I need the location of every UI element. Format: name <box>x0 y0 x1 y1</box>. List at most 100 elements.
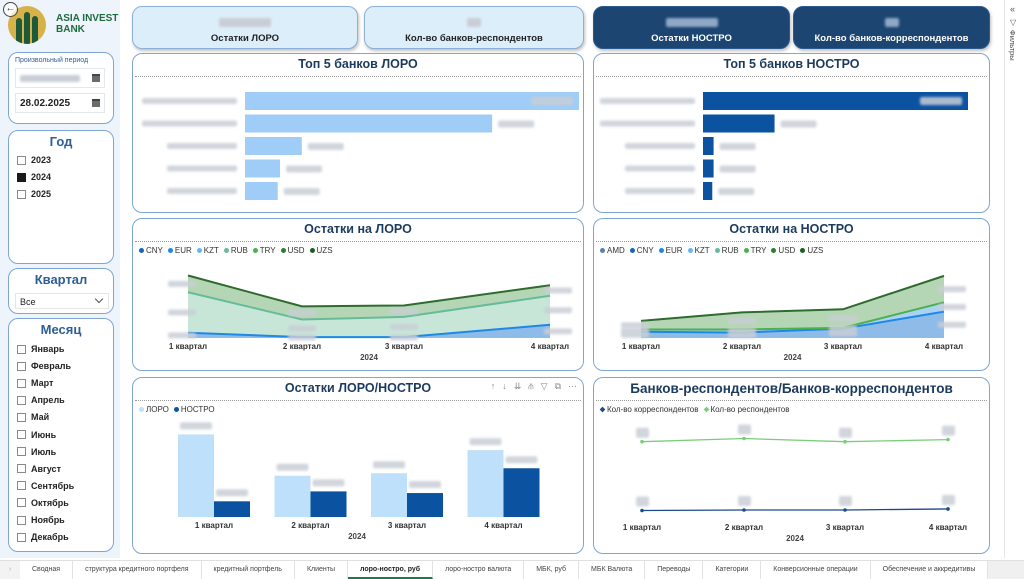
kpi-label: Кол-во банков-респондентов <box>405 33 543 44</box>
legend-item[interactable]: CNY <box>139 246 163 255</box>
legend-item[interactable]: ЛОРО <box>139 405 169 414</box>
checkbox-unchecked[interactable] <box>17 395 26 405</box>
checkbox-unchecked[interactable] <box>17 155 26 165</box>
slicer-option[interactable]: Ноябрь <box>17 513 65 527</box>
back-arrow-icon[interactable]: ← <box>3 2 18 17</box>
page-tab[interactable]: Конверсионные операции <box>761 561 871 579</box>
checkbox-unchecked[interactable] <box>17 464 26 474</box>
page-tab[interactable]: МБК, руб <box>524 561 580 579</box>
legend-item[interactable]: USD <box>280 246 305 255</box>
page-tab[interactable]: лоро-ностро, руб <box>348 561 434 579</box>
slicer-option[interactable]: 2025 <box>17 187 51 201</box>
slicer-option[interactable]: Январь <box>17 342 64 356</box>
legend-label: AMD <box>607 246 625 255</box>
checkbox-unchecked[interactable] <box>17 498 26 508</box>
slicer-option[interactable]: Сентябрь <box>17 479 74 493</box>
x-tick-label: 4 квартал <box>929 523 967 532</box>
page-tab[interactable]: Категории <box>703 561 762 579</box>
legend-item[interactable]: UZS <box>309 246 333 255</box>
page-tab[interactable]: МБК Валюта <box>579 561 646 579</box>
kpi-nostro-balance[interactable]: Остатки НОСТРО <box>593 6 790 49</box>
expand-filters-icon[interactable]: « <box>1010 4 1016 14</box>
page-tab[interactable]: лоро-ностро валюта <box>433 561 525 579</box>
data-label-redacted <box>738 496 751 506</box>
page-tab[interactable]: Переводы <box>645 561 704 579</box>
drill-up-icon[interactable]: ↑ <box>490 381 496 391</box>
start-date-field[interactable] <box>15 68 105 88</box>
page-tab[interactable]: Сводная <box>20 561 74 579</box>
slicer-option[interactable]: Февраль <box>17 359 71 373</box>
checkbox-unchecked[interactable] <box>17 481 26 491</box>
legend-item[interactable]: TRY <box>743 246 766 255</box>
slicer-option[interactable]: Август <box>17 462 61 476</box>
checkbox-unchecked[interactable] <box>17 344 26 354</box>
quarter-dropdown[interactable]: Все <box>15 293 109 309</box>
focus-mode-icon[interactable]: ⧉ <box>554 381 561 391</box>
legend-item[interactable]: EUR <box>658 246 683 255</box>
end-date-field[interactable]: 28.02.2025 <box>15 93 105 113</box>
kpi-respondent-banks[interactable]: Кол-во банков-респондентов <box>364 6 584 49</box>
slicer-option[interactable]: 2024 <box>17 170 51 184</box>
checkbox-unchecked[interactable] <box>17 515 26 525</box>
go-to-next-level-icon[interactable]: ⇊ <box>513 381 522 391</box>
page-tab[interactable]: структура кредитного портфеля <box>73 561 202 579</box>
legend-item[interactable]: UZS <box>800 246 823 255</box>
legend-item[interactable]: KZT <box>196 246 219 255</box>
bank-counts-line-card[interactable]: Банков-респондентов/Банков-корреспондент… <box>593 377 990 554</box>
checkbox-unchecked[interactable] <box>17 189 26 199</box>
top5-nostro-card[interactable]: Топ 5 банков НОСТРО <box>593 53 990 213</box>
page-tab[interactable]: Обеспечение и аккредитивы <box>870 561 989 579</box>
tabs-empty-area <box>988 561 1024 579</box>
drill-down-icon[interactable]: ↓ <box>502 381 507 391</box>
legend-item[interactable]: USD <box>771 246 795 255</box>
legend-item[interactable]: KZT <box>687 246 710 255</box>
checkbox-checked[interactable] <box>17 172 26 182</box>
legend-item[interactable]: Кол-во респондентов <box>703 405 790 414</box>
bar <box>245 92 579 110</box>
expand-hierarchy-icon[interactable]: ⫛ <box>528 381 534 391</box>
calendar-icon[interactable] <box>92 99 100 107</box>
kpi-correspondent-banks[interactable]: Кол-во банков-корреспондентов <box>793 6 990 49</box>
checkbox-unchecked[interactable] <box>17 378 26 388</box>
loro-nostro-legend: ЛОРО НОСТРО <box>139 405 215 414</box>
tabs-scroll-left-icon[interactable]: › <box>8 566 12 573</box>
slicer-option[interactable]: Июнь <box>17 428 56 442</box>
data-point <box>946 437 950 442</box>
nostro-balance-area-card[interactable]: Остатки на НОСТРО AMD CNY EUR KZT RUB TRY USD U… <box>593 218 990 371</box>
filter-icon[interactable]: ▽ <box>540 381 548 391</box>
slicer-option[interactable]: Май <box>17 410 49 424</box>
start-date-value-redacted <box>20 75 80 82</box>
legend-item[interactable]: EUR <box>167 246 192 255</box>
legend-item[interactable]: Кол-во корреспондентов <box>599 405 699 414</box>
page-tab[interactable]: Клиенты <box>294 561 349 579</box>
filters-label[interactable]: Фильтры <box>1008 30 1017 61</box>
slicer-option[interactable]: Октябрь <box>17 496 69 510</box>
slicer-option[interactable]: Июль <box>17 445 56 459</box>
data-label-redacted <box>283 188 320 195</box>
checkbox-unchecked[interactable] <box>17 361 26 371</box>
loro-balance-area-card[interactable]: Остатки на ЛОРО CNY EUR KZT RUB TRY USD UZS 1 … <box>132 218 584 371</box>
x-tick-label: 3 квартал <box>388 521 426 530</box>
checkbox-unchecked[interactable] <box>17 532 26 542</box>
page-tab[interactable]: кредитный портфель <box>201 561 295 579</box>
legend-item[interactable]: НОСТРО <box>173 405 215 414</box>
legend-item[interactable]: RUB <box>223 246 248 255</box>
slicer-option[interactable]: 2023 <box>17 153 51 167</box>
legend-item[interactable]: RUB <box>714 246 739 255</box>
kpi-loro-balance[interactable]: Остатки ЛОРО <box>132 6 358 49</box>
checkbox-unchecked[interactable] <box>17 447 26 457</box>
legend-item[interactable]: AMD <box>600 246 625 255</box>
checkbox-unchecked[interactable] <box>17 412 26 422</box>
loro-nostro-bar-card[interactable]: Остатки ЛОРО/НОСТРО ↑ ↓ ⇊ ⫛ ▽ ⧉ ··· ЛОРО… <box>132 377 584 554</box>
slicer-option[interactable]: Март <box>17 376 53 390</box>
legend-item[interactable]: TRY <box>252 246 276 255</box>
calendar-icon[interactable] <box>92 74 100 82</box>
slicer-option[interactable]: Декабрь <box>17 530 69 544</box>
legend-item[interactable]: CNY <box>629 246 654 255</box>
top5-loro-card[interactable]: Топ 5 банков ЛОРО <box>132 53 584 213</box>
more-options-icon[interactable]: ··· <box>568 381 577 391</box>
title-divider <box>596 76 987 77</box>
checkbox-unchecked[interactable] <box>17 430 26 439</box>
slicer-option[interactable]: Апрель <box>17 393 65 407</box>
filters-pane-collapsed[interactable]: « ▽ Фильтры <box>1004 0 1024 558</box>
